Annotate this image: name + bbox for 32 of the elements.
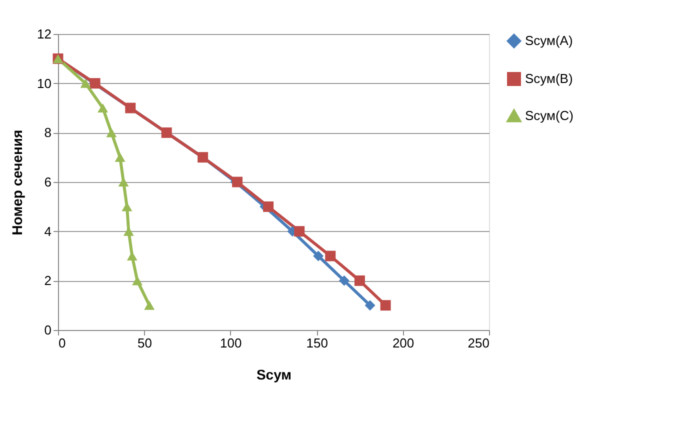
point — [114, 152, 126, 162]
legend-label: Sсум(C) — [525, 108, 574, 123]
y-tick-label: 2 — [44, 273, 52, 288]
point — [144, 300, 155, 310]
point — [325, 250, 336, 262]
point — [364, 300, 376, 311]
x-tick-label: 0 — [58, 336, 66, 350]
point — [263, 201, 274, 212]
x-tick-label: 250 — [468, 336, 490, 350]
y-tick-label: 4 — [44, 224, 52, 239]
point — [294, 226, 305, 237]
x-tick-label: 100 — [220, 336, 242, 350]
y-tick-label: 0 — [44, 322, 52, 338]
point — [313, 250, 324, 262]
point — [380, 300, 391, 311]
point — [98, 103, 108, 113]
x-tick-label: 50 — [137, 336, 152, 350]
x-axis-title: Sсум — [256, 366, 292, 382]
legend-label: Sсум(A) — [525, 33, 573, 48]
y-axis-title: Номер сечения — [9, 130, 26, 236]
point — [80, 78, 91, 88]
legend-label: Sсум(B) — [525, 71, 573, 86]
point — [354, 275, 365, 286]
y-tick-label: 8 — [44, 125, 52, 140]
x-tick-label: 150 — [306, 336, 328, 350]
y-tick-label: 12 — [37, 26, 52, 42]
y-tick-label: 6 — [44, 174, 52, 190]
point — [106, 128, 117, 138]
x-tick-label: 200 — [392, 336, 414, 350]
y-tick-label: 10 — [37, 76, 52, 91]
point — [132, 276, 143, 286]
point — [338, 275, 350, 286]
